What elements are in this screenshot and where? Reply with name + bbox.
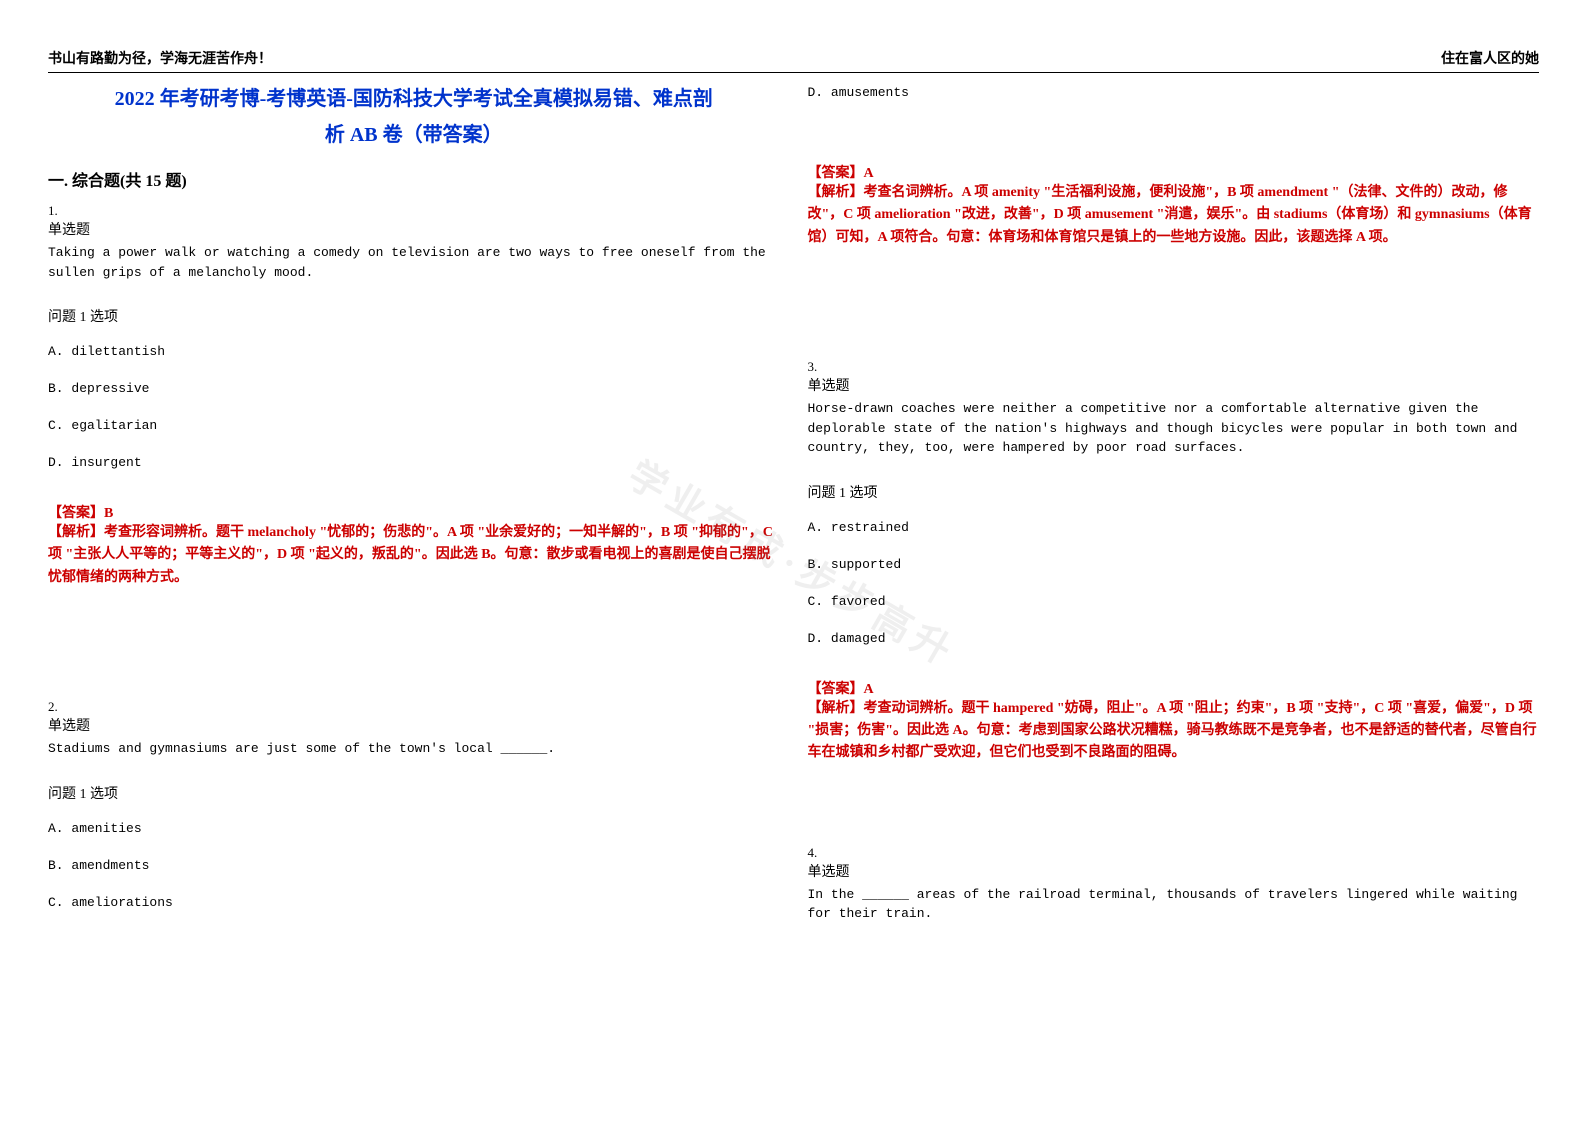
q2-explanation: 【解析】考查名词辨析。A 项 amenity "生活福利设施，便利设施"，B 项…: [808, 182, 1540, 249]
q4-text: In the ______ areas of the railroad term…: [808, 885, 1540, 924]
q3-explanation: 【解析】考查动词辨析。题干 hampered "妨碍，阻止"。A 项 "阻止；约…: [808, 698, 1540, 765]
q2-text: Stadiums and gymnasiums are just some of…: [48, 739, 780, 759]
q1-stem-label: 问题 1 选项: [48, 306, 780, 326]
q3-option-d: D. damaged: [808, 631, 1540, 646]
q1-option-b: B. depressive: [48, 381, 780, 396]
q1-option-c: C. egalitarian: [48, 418, 780, 433]
q2-option-d: D. amusements: [808, 85, 1540, 100]
q1-answer: 【答案】B: [48, 502, 780, 522]
content-area: 2022 年考研考博-考博英语-国防科技大学考试全真模拟易错、难点剖 析 AB …: [48, 81, 1539, 924]
q2-answer: 【答案】A: [808, 162, 1540, 182]
page-header: 书山有路勤为径，学海无涯苦作舟！ 住在富人区的她: [48, 48, 1539, 73]
q1-explanation: 【解析】考查形容词辨析。题干 melancholy "忧郁的；伤悲的"。A 项 …: [48, 522, 780, 589]
q2-option-b: B. amendments: [48, 858, 780, 873]
q3-option-c: C. favored: [808, 594, 1540, 609]
left-column: 2022 年考研考博-考博英语-国防科技大学考试全真模拟易错、难点剖 析 AB …: [48, 81, 780, 924]
q2-option-a: A. amenities: [48, 821, 780, 836]
section-header: 一. 综合题(共 15 题): [48, 167, 780, 191]
q1-text: Taking a power walk or watching a comedy…: [48, 243, 780, 282]
title-line2: 析 AB 卷（带答案）: [48, 117, 780, 153]
q2-option-c: C. ameliorations: [48, 895, 780, 910]
q3-text: Horse-drawn coaches were neither a compe…: [808, 399, 1540, 458]
q1-type: 单选题: [48, 219, 780, 239]
q2-type: 单选题: [48, 715, 780, 735]
right-column: D. amusements 【答案】A 【解析】考查名词辨析。A 项 ameni…: [808, 81, 1540, 924]
q2-stem-label: 问题 1 选项: [48, 783, 780, 803]
header-left: 书山有路勤为径，学海无涯苦作舟！: [48, 48, 272, 68]
q1-option-d: D. insurgent: [48, 455, 780, 470]
q1-option-a: A. dilettantish: [48, 344, 780, 359]
q4-number: 4.: [808, 845, 1540, 861]
q4-type: 单选题: [808, 861, 1540, 881]
header-right: 住在富人区的她: [1441, 48, 1539, 68]
q3-type: 单选题: [808, 375, 1540, 395]
q3-number: 3.: [808, 359, 1540, 375]
q2-number: 2.: [48, 699, 780, 715]
q1-number: 1.: [48, 203, 780, 219]
title-line1: 2022 年考研考博-考博英语-国防科技大学考试全真模拟易错、难点剖: [48, 81, 780, 117]
q3-answer: 【答案】A: [808, 678, 1540, 698]
q3-option-a: A. restrained: [808, 520, 1540, 535]
q3-option-b: B. supported: [808, 557, 1540, 572]
main-title: 2022 年考研考博-考博英语-国防科技大学考试全真模拟易错、难点剖 析 AB …: [48, 81, 780, 153]
q3-stem-label: 问题 1 选项: [808, 482, 1540, 502]
